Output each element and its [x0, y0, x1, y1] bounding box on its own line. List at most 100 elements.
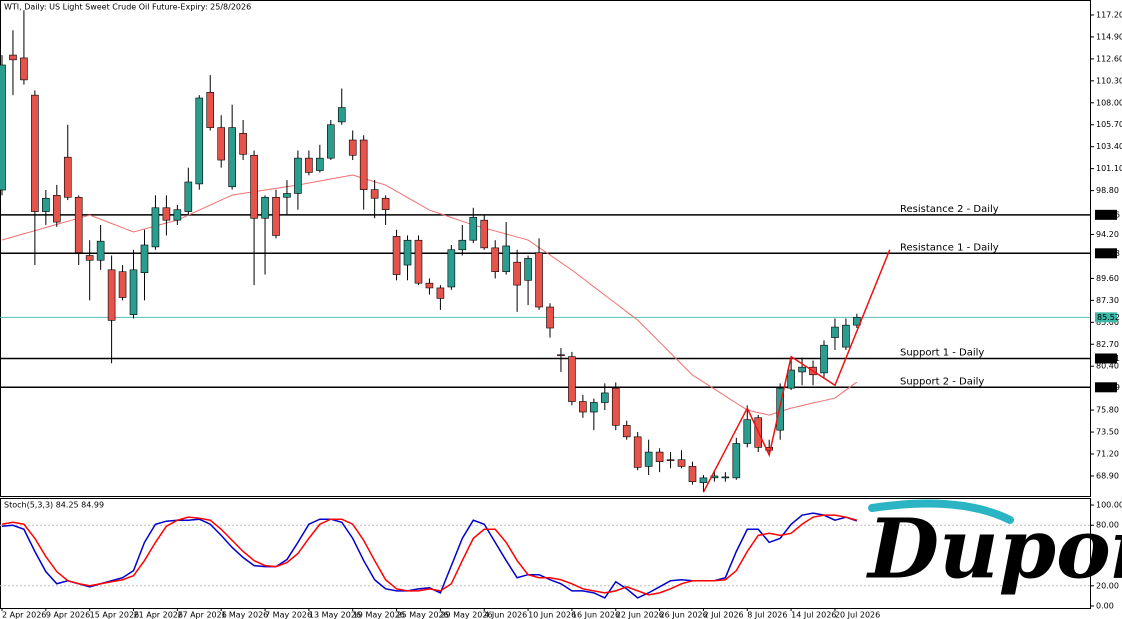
- candle-body: [655, 451, 664, 462]
- candle-body: [491, 247, 500, 273]
- candle-body: [228, 127, 236, 188]
- candle-body: [107, 269, 116, 321]
- watermark-swoosh: [868, 499, 1014, 524]
- candle-body: [458, 239, 467, 251]
- x-tick-label: 13 May 2026: [309, 611, 361, 619]
- y-tick-label: 94.20: [1096, 230, 1119, 239]
- y-tick-label: 112.60: [1096, 54, 1122, 63]
- candle-body: [250, 154, 258, 219]
- level-box: [1095, 248, 1117, 259]
- candle-body: [173, 209, 182, 221]
- candle-body: [611, 387, 620, 426]
- candle-body: [9, 54, 17, 61]
- moving-average: [1, 174, 858, 416]
- candle-body: [644, 451, 653, 467]
- candle-body: [513, 261, 521, 286]
- candle-body: [261, 196, 269, 219]
- candle-body: [831, 326, 839, 338]
- candle-body: [85, 255, 94, 261]
- y-tick-label: 117.20: [1096, 10, 1122, 19]
- y-tick-label: 73.50: [1096, 428, 1119, 437]
- candle-body: [699, 477, 708, 483]
- candle-body: [546, 306, 554, 329]
- candle-body: [469, 217, 478, 241]
- candle-body: [403, 239, 412, 266]
- y-tick-label: 80.00: [1096, 521, 1119, 530]
- x-tick-label: 10 Jun 2026: [528, 611, 576, 619]
- candle-body: [217, 127, 225, 161]
- candle-body: [359, 139, 368, 190]
- x-tick-label: 26 Jun 2026: [660, 611, 708, 619]
- y-tick-label: 108.00: [1096, 98, 1122, 107]
- x-tick-label: 19 May 2026: [353, 611, 405, 619]
- level-price: 81.21: [1097, 354, 1120, 363]
- candle-body: [677, 459, 686, 467]
- candle-body: [20, 57, 28, 81]
- candle-body: [206, 91, 215, 128]
- candle-body: [743, 419, 752, 444]
- y-tick-label: 80.40: [1096, 362, 1119, 371]
- candle-body: [447, 249, 456, 288]
- candle-body: [568, 356, 576, 402]
- x-tick-label: 15 Apr 2026: [90, 611, 139, 619]
- x-tick-label: 27 Apr 2026: [177, 611, 226, 619]
- y-tick-label: 114.90: [1096, 32, 1122, 41]
- level-label: Resistance 1 - Daily: [900, 242, 999, 253]
- candle-body: [480, 219, 489, 249]
- candle-body: [721, 476, 730, 479]
- y-tick-label: 68.90: [1096, 471, 1119, 480]
- candle-body: [151, 207, 160, 248]
- y-tick-label: 103.40: [1096, 142, 1122, 151]
- y-tick-label: 105.70: [1096, 120, 1122, 129]
- candle-body: [337, 107, 346, 123]
- candle-body: [195, 97, 204, 185]
- y-tick-label: 87.30: [1096, 296, 1119, 305]
- x-tick-label: 8 Jul 2026: [747, 611, 787, 619]
- candle-body: [305, 157, 313, 173]
- last-price-label: 85.52: [1097, 313, 1120, 322]
- candle-body: [425, 282, 434, 289]
- candle-body: [184, 181, 193, 212]
- y-tick-label: 82.70: [1096, 340, 1119, 349]
- x-tick-label: 7 May 2026: [265, 611, 312, 619]
- candle-body: [622, 425, 631, 438]
- candle-body: [502, 245, 510, 273]
- y-tick-label: 98.80: [1096, 186, 1119, 195]
- candle-body: [633, 436, 642, 468]
- candle-body: [579, 401, 587, 413]
- level-label: Support 2 - Daily: [900, 376, 984, 387]
- level-box: [1095, 209, 1117, 220]
- level-label: Resistance 2 - Daily: [900, 204, 999, 215]
- y-tick-label: 100.00: [1096, 501, 1122, 510]
- candle-body: [162, 207, 171, 221]
- candle-body: [590, 402, 598, 413]
- x-tick-label: 21 Apr 2026: [134, 611, 183, 619]
- candle-body: [688, 466, 697, 482]
- last-price-box: [1095, 312, 1117, 323]
- y-tick-label: 110.30: [1096, 76, 1122, 85]
- candle-body: [370, 189, 379, 199]
- candle-body: [42, 197, 50, 212]
- chart-title: WTI, Daily: US Light Sweet Crude Oil Fut…: [4, 3, 251, 12]
- candle-body: [118, 271, 127, 298]
- candle-body: [787, 369, 795, 389]
- candle-body: [732, 443, 741, 479]
- x-tick-label: 14 Jul 2026: [791, 611, 836, 619]
- candle-body: [524, 258, 532, 281]
- candle-body: [52, 195, 61, 223]
- main-panel: [0, 0, 1091, 497]
- level-price: 92.23: [1097, 249, 1120, 258]
- y-tick-label: 20.00: [1096, 581, 1119, 590]
- x-tick-label: 2 Apr 2026: [2, 611, 46, 619]
- stoch-panel: [0, 498, 1091, 609]
- candle-body: [326, 124, 335, 159]
- candle-body: [283, 193, 291, 198]
- candle-body: [348, 139, 357, 156]
- candle-body: [600, 392, 609, 403]
- trendline: [702, 249, 891, 493]
- x-tick-label: 16 Jun 2026: [572, 611, 620, 619]
- y-tick-label: 89.60: [1096, 274, 1119, 283]
- level-box: [1095, 382, 1117, 393]
- candle-body: [294, 157, 302, 194]
